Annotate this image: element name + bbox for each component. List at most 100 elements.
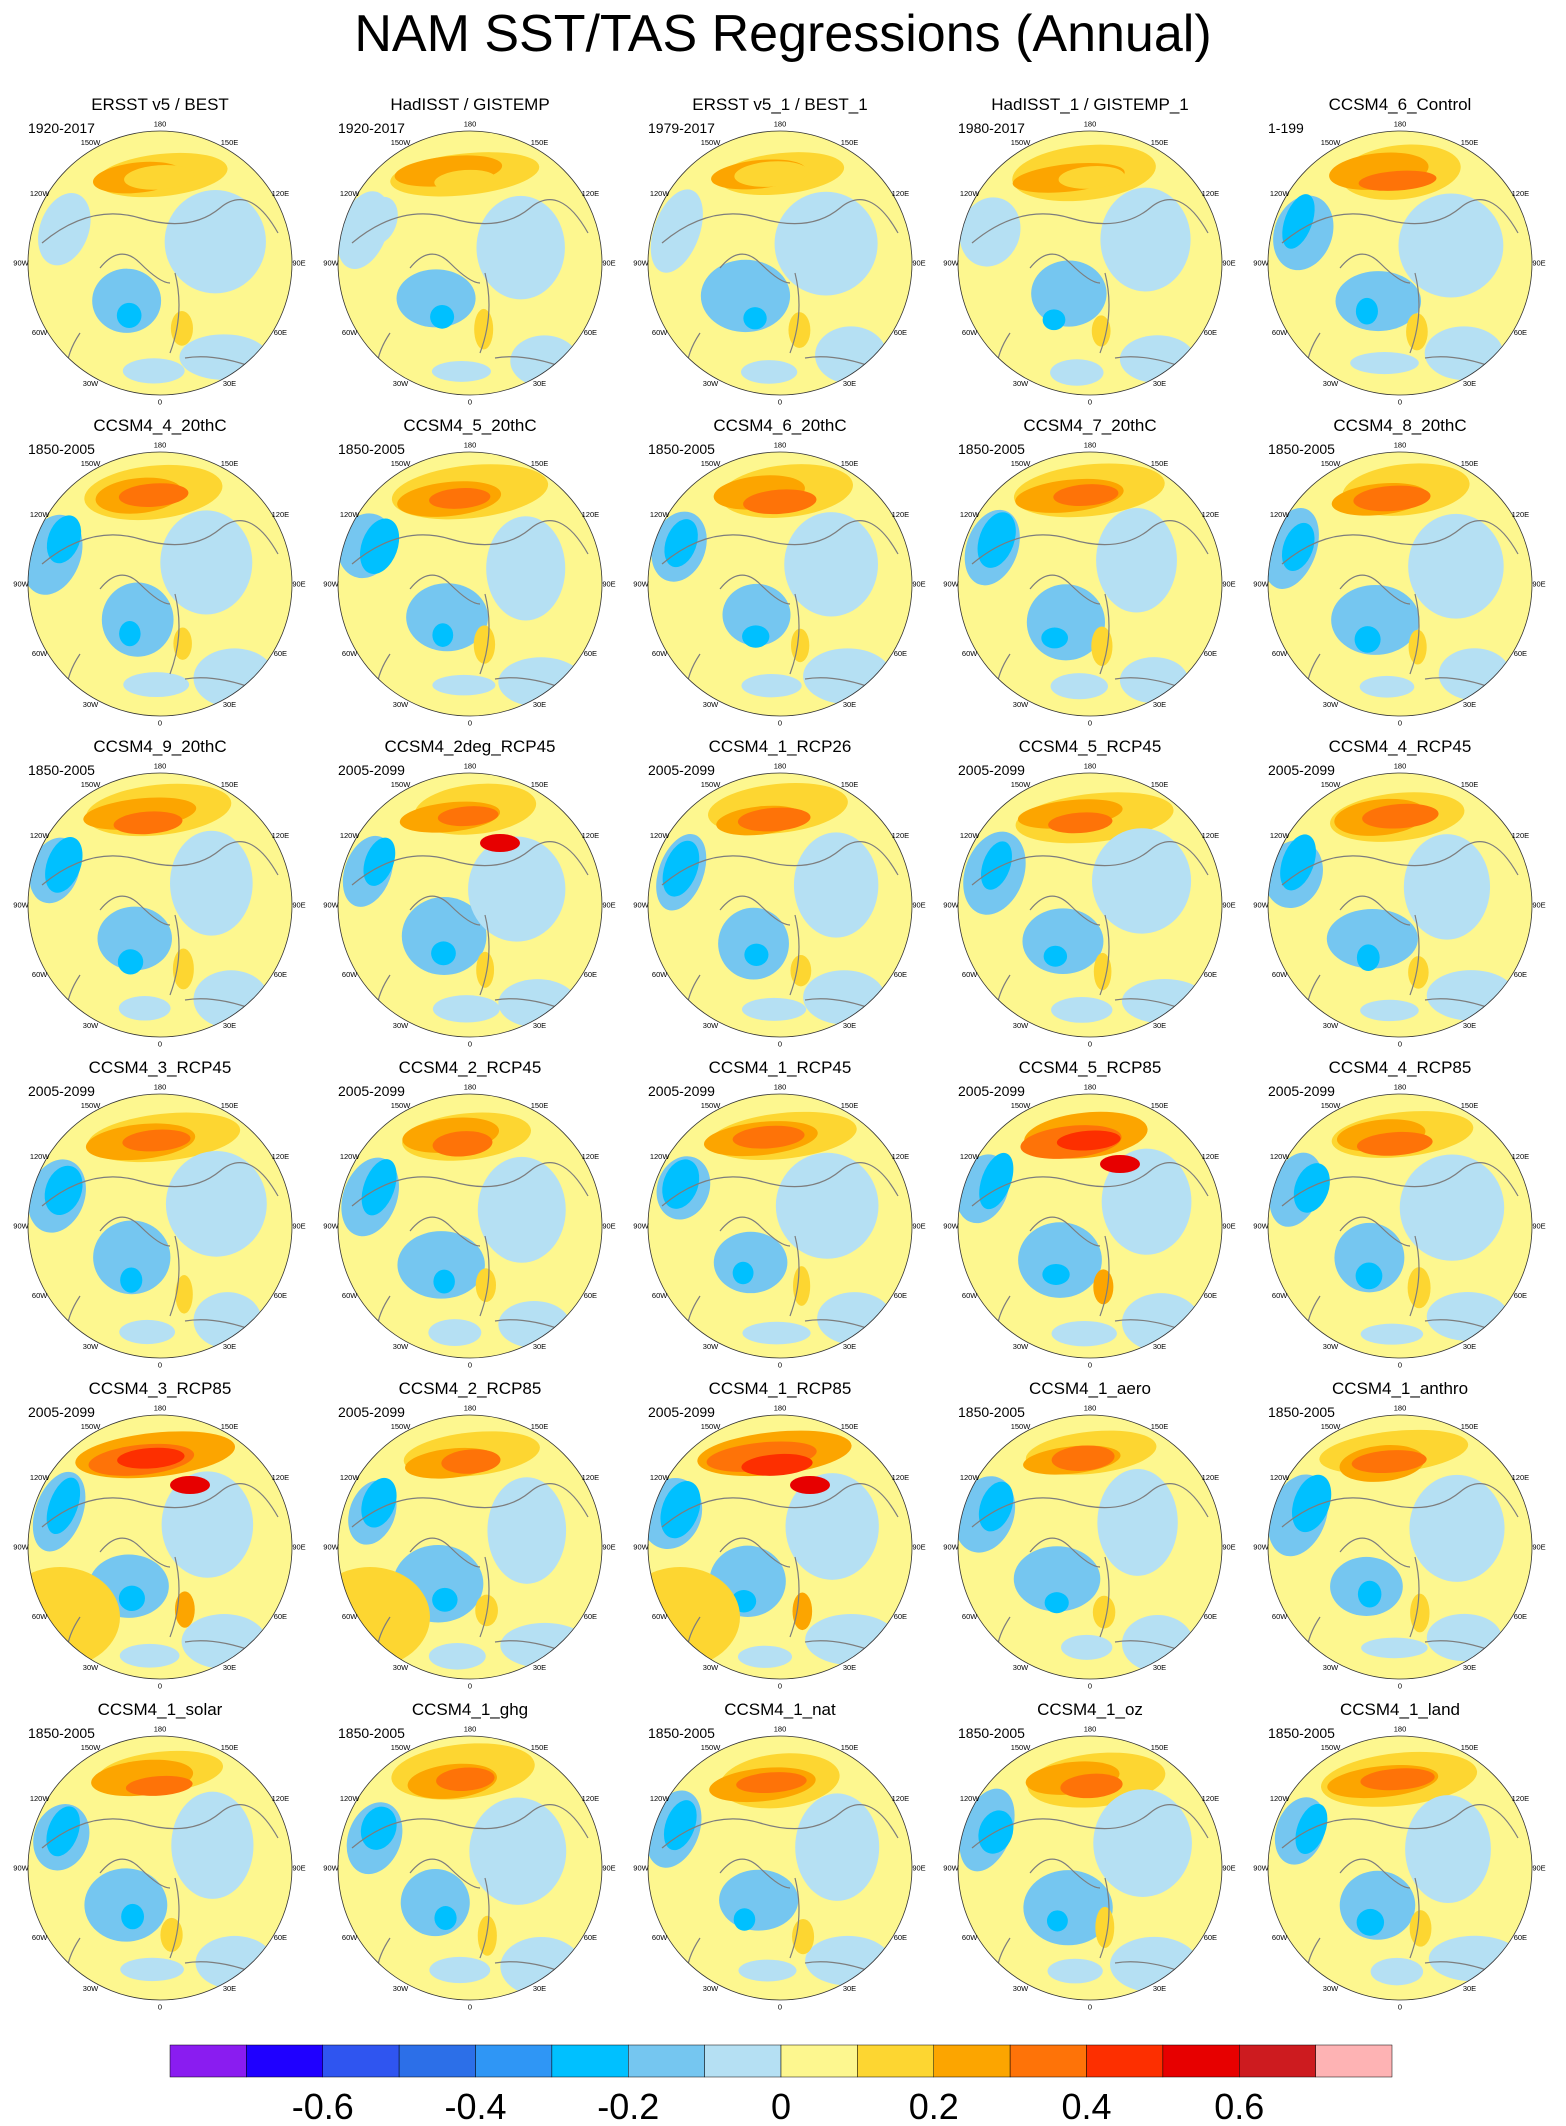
field-layer xyxy=(28,1736,292,2000)
map-boundary xyxy=(647,451,913,717)
regression-contour xyxy=(1360,1323,1424,1345)
regression-contour xyxy=(118,483,189,507)
coastline xyxy=(41,1804,279,1994)
longitude-label: 180 xyxy=(1084,441,1097,450)
regression-contour xyxy=(741,1453,813,1476)
longitude-label: 120W xyxy=(960,831,981,840)
polar-map: 180 150E 120E 90E 60E 30E 0 30W 60W 90W 120W 150W xyxy=(1253,120,1545,407)
coastline xyxy=(1281,841,1519,1031)
longitude-label: 120E xyxy=(892,1473,910,1482)
regression-contour xyxy=(121,1903,145,1930)
longitude-label: 30W xyxy=(83,1984,99,1993)
regression-contour xyxy=(396,269,476,328)
field-layer xyxy=(958,452,1222,716)
longitude-label: 150E xyxy=(221,780,239,789)
panel-period: 1920-2017 xyxy=(338,120,405,136)
longitude-label: 30W xyxy=(1323,1021,1339,1030)
map-boundary xyxy=(337,1414,603,1680)
longitude-label: 0 xyxy=(1398,1040,1402,1049)
polar-map: 180 150E 120E 90E 60E 30E 0 30W 60W 90W 120W 150W xyxy=(943,762,1235,1049)
regression-contour xyxy=(1051,1320,1117,1347)
regression-contour xyxy=(742,625,770,648)
longitude-label: 30W xyxy=(703,1663,719,1672)
regression-contour xyxy=(1282,194,1315,249)
regression-contour xyxy=(1359,675,1415,698)
longitude-label: 120W xyxy=(30,189,51,198)
longitude-label: 60W xyxy=(342,649,358,658)
polar-map: 180 150E 120E 90E 60E 30E 0 30W 60W 90W 120W 150W xyxy=(633,1404,925,1691)
longitude-label: 0 xyxy=(778,1361,782,1370)
field-layer xyxy=(1268,1094,1532,1358)
regression-contour xyxy=(815,326,887,384)
panel-period: 1850-2005 xyxy=(648,441,715,457)
longitude-label: 30E xyxy=(533,1984,546,1993)
regression-contour xyxy=(740,360,798,384)
regression-contour xyxy=(1051,1445,1115,1471)
longitude-label: 90E xyxy=(292,1543,305,1552)
longitude-label: 90E xyxy=(912,901,925,910)
map-panel: CCSM4_1_oz 1850-2005 180 150E 120E 90E 60E 30E 0… xyxy=(940,1700,1240,2020)
map-panel: CCSM4_1_land 1850-2005 180 150E 120E 90E 60E 30… xyxy=(1250,1700,1550,2020)
longitude-label: 120E xyxy=(892,189,910,198)
coastline xyxy=(1281,199,1519,389)
panel-period: 1979-2017 xyxy=(648,120,715,136)
longitude-label: 30W xyxy=(703,700,719,709)
longitude-label: 60E xyxy=(584,328,597,337)
longitude-label: 90W xyxy=(943,1222,959,1231)
regression-contour xyxy=(361,196,398,245)
longitude-label: 120E xyxy=(272,831,290,840)
regression-contour xyxy=(477,1156,566,1263)
regression-contour xyxy=(774,191,878,296)
longitude-label: 30E xyxy=(533,700,546,709)
longitude-label: 120E xyxy=(1202,1473,1220,1482)
regression-contour xyxy=(429,1956,491,1984)
longitude-label: 150E xyxy=(841,1422,859,1431)
longitude-label: 30E xyxy=(1153,1984,1166,1993)
map-panel: CCSM4_1_nat 1850-2005 180 150E 120E 90E 60E 30E… xyxy=(630,1700,930,2020)
longitude-label: 150W xyxy=(1011,1743,1032,1752)
regression-contour xyxy=(1093,1269,1114,1305)
regression-contour xyxy=(805,1935,891,1986)
regression-contour xyxy=(363,837,396,886)
longitude-label: 30W xyxy=(703,379,719,388)
field-layer xyxy=(648,452,912,716)
longitude-label: 60W xyxy=(652,970,668,979)
regression-contour xyxy=(406,583,489,652)
longitude-label: 90E xyxy=(292,580,305,589)
longitude-label: 60E xyxy=(1514,1612,1527,1621)
regression-contour xyxy=(1426,970,1516,1021)
panel-title: CCSM4_4_RCP85 xyxy=(1328,1058,1472,1077)
map-panel: CCSM4_6_Control 1-199 180 150E 120E 90E 60E 30E… xyxy=(1250,95,1550,415)
longitude-label: 30W xyxy=(1013,1021,1029,1030)
regression-contour xyxy=(738,1959,797,1982)
regression-contour xyxy=(116,302,142,328)
longitude-label: 150W xyxy=(701,1743,722,1752)
longitude-label: 0 xyxy=(468,719,472,728)
longitude-label: 90W xyxy=(633,1543,649,1552)
longitude-label: 120E xyxy=(892,1152,910,1161)
longitude-label: 180 xyxy=(154,1725,167,1734)
longitude-label: 150W xyxy=(391,1422,412,1431)
longitude-label: 150E xyxy=(531,1101,549,1110)
longitude-label: 90E xyxy=(912,580,925,589)
panel-title: CCSM4_1_RCP45 xyxy=(708,1058,852,1077)
longitude-label: 150W xyxy=(701,459,722,468)
regression-contour xyxy=(664,200,698,255)
panel-period: 1850-2005 xyxy=(958,441,1025,457)
longitude-label: 180 xyxy=(1084,1083,1097,1092)
panel-period: 1850-2005 xyxy=(338,1725,405,1741)
regression-contour xyxy=(119,621,141,647)
longitude-label: 0 xyxy=(158,398,162,407)
regression-contour xyxy=(1361,1637,1428,1659)
longitude-label: 150W xyxy=(391,1743,412,1752)
map-panel: CCSM4_9_20thC 1850-2005 180 150E 120E 90E 60E 3… xyxy=(10,737,310,1057)
longitude-label: 60W xyxy=(32,970,48,979)
field-layer xyxy=(958,131,1222,395)
regression-contour xyxy=(981,841,1012,890)
longitude-label: 150W xyxy=(391,138,412,147)
coastline xyxy=(41,520,279,710)
polar-map: 180 150E 120E 90E 60E 30E 0 30W 60W 90W 120W 150W xyxy=(323,120,615,407)
longitude-label: 0 xyxy=(468,2003,472,2012)
regression-contour xyxy=(1351,1450,1427,1473)
polar-map: 180 150E 120E 90E 60E 30E 0 30W 60W 90W 120W 150W xyxy=(633,120,925,407)
